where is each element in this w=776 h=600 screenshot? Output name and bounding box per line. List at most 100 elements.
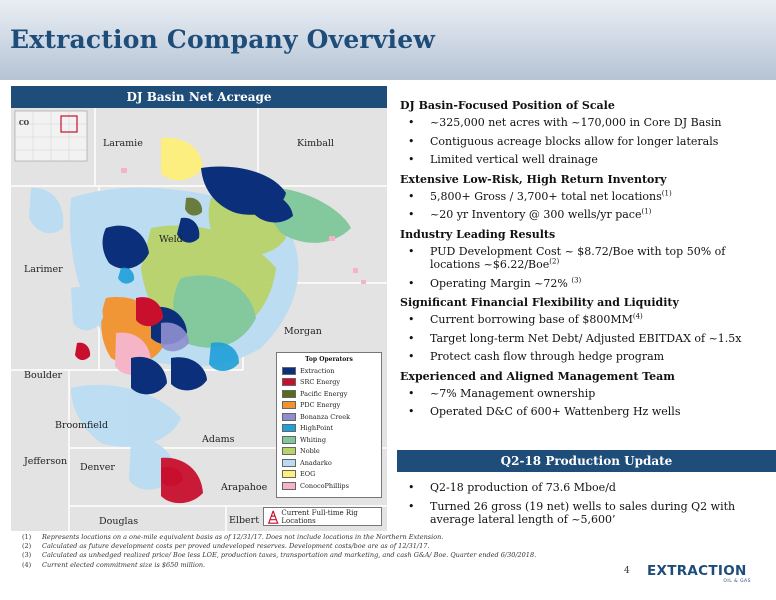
- legend-swatch: [282, 481, 296, 490]
- bullet-item: Operating Margin ~72% (3): [400, 275, 770, 291]
- county-label-jefferson: Jefferson: [24, 456, 68, 467]
- bullet-item: 5,800+ Gross / 3,700+ total net location…: [400, 188, 770, 204]
- bullet-item: ~7% Management ownership: [400, 387, 770, 401]
- legend-item: Pacific Energy: [277, 388, 381, 400]
- bullet-text: Turned 26 gross (19 net) wells to sales …: [430, 499, 736, 527]
- legend-label: Extraction: [300, 366, 335, 375]
- section-heading: Significant Financial Flexibility and Li…: [400, 296, 679, 309]
- bullet-item: ~325,000 net acres with ~170,000 in Core…: [400, 116, 770, 130]
- bullet-item: Q2-18 production of 73.6 Mboe/d: [400, 481, 770, 495]
- legend-item: PDC Energy: [277, 400, 381, 412]
- legend-title: Top Operators: [305, 356, 353, 363]
- legend-item: ConocoPhillips: [277, 480, 381, 492]
- legend-label: Pacific Energy: [300, 389, 348, 398]
- county-label-arapahoe: Arapahoe: [221, 482, 268, 493]
- legend-swatch: [282, 412, 296, 421]
- bullet-item: Current borrowing base of $800MM(4): [400, 313, 770, 327]
- county-label-broomfield: Broomfield: [55, 420, 109, 431]
- footnote-number: (3): [22, 551, 32, 560]
- page-title: Extraction Company Overview: [10, 25, 436, 54]
- county-label-kimball: Kimball: [297, 138, 334, 149]
- legend-swatch: [282, 435, 296, 444]
- bullet-item: Turned 26 gross (19 net) wells to sales …: [400, 500, 770, 527]
- footnote-text: Calculated as future development costs p…: [42, 542, 430, 551]
- legend-label: Bonanza Creek: [300, 412, 351, 421]
- legend-label: Whiting: [300, 435, 326, 444]
- legend-swatch: [282, 458, 296, 467]
- county-label-adams: Adams: [202, 434, 235, 445]
- footnote-text: Current elected commitment size is $650 …: [42, 560, 206, 569]
- legend-swatch: [282, 389, 296, 398]
- section-heading: Extensive Low-Risk, High Return Inventor…: [400, 172, 667, 186]
- legend-label: EOG: [300, 470, 316, 479]
- bullet-item: Protect cash flow through hedge program: [400, 350, 770, 364]
- footnote-ref: (1): [661, 188, 672, 197]
- bullet-text: ~20 yr Inventory @ 300 wells/yr pace: [430, 208, 642, 221]
- company-logo: EXTRACTION OIL & GAS: [647, 563, 757, 591]
- bullet-text: Operating Margin ~72%: [430, 276, 568, 290]
- bullet-item: ~20 yr Inventory @ 300 wells/yr pace(1): [400, 208, 770, 222]
- footnote-text: Calculated as unhedged realized price/ B…: [42, 551, 537, 560]
- legend-item: HighPoint: [277, 423, 381, 435]
- legend-item: Anadarko: [277, 457, 381, 469]
- footnote: (2) Calculated as future development cost…: [22, 542, 582, 551]
- operators-legend: Top Operators Extraction SRC Energy Paci…: [276, 352, 382, 498]
- footnote-ref: (3): [571, 275, 582, 284]
- legend-label: ConocoPhillips: [300, 481, 349, 490]
- bullet-text: ~325,000 net acres with ~170,000 in Core…: [430, 116, 722, 129]
- acreage-map: CO Laramie Kimball Weld Larimer Morgan B…: [11, 108, 387, 531]
- rig-locations-legend: Current Full-time Rig Locations: [263, 507, 382, 526]
- bullet-item: Operated D&C of 600+ Wattenberg Hz wells: [400, 405, 770, 419]
- legend-label: Noble: [300, 447, 320, 456]
- legend-swatch: [282, 424, 296, 433]
- footnote-ref: (2): [549, 257, 560, 266]
- county-label-douglas: Douglas: [99, 516, 139, 527]
- county-label-morgan: Morgan: [284, 326, 322, 337]
- logo-text: EXTRACTION: [647, 563, 747, 579]
- bullet-text: Q2-18 production of 73.6 Mboe/d: [430, 481, 616, 494]
- legend-swatch: [282, 401, 296, 410]
- legend-swatch: [282, 366, 296, 375]
- legend-swatch: [282, 378, 296, 387]
- bullet-text: Limited vertical well drainage: [430, 153, 598, 166]
- bullet-text: Target long-term Net Debt/ Adjusted EBIT…: [430, 331, 742, 345]
- bullet-item: Limited vertical well drainage: [400, 153, 770, 167]
- legend-label: SRC Energy: [300, 378, 341, 387]
- footnotes: (1) Represents locations on a one-mile eq…: [22, 533, 582, 570]
- footnote: (3) Calculated as unhedged realized price…: [22, 551, 582, 560]
- footnote-number: (4): [22, 560, 32, 569]
- production-update-header: Q2-18 Production Update: [397, 450, 776, 472]
- legend-label: PDC Energy: [300, 401, 341, 410]
- footnote-ref: (1): [641, 207, 652, 216]
- county-label-denver: Denver: [80, 462, 115, 473]
- legend-item: Whiting: [277, 434, 381, 446]
- page-number: 4: [624, 566, 630, 576]
- legend-item: SRC Energy: [277, 377, 381, 389]
- legend-swatch: [282, 447, 296, 456]
- county-label-larimer: Larimer: [24, 264, 63, 275]
- legend-item: Noble: [277, 446, 381, 458]
- drilling-rig-icon: [267, 510, 279, 524]
- legend-label: Anadarko: [300, 458, 332, 467]
- bullet-text: Protect cash flow through hedge program: [430, 350, 665, 363]
- rig-locations-label: Current Full-time Rig Locations: [281, 508, 358, 525]
- footnote: (4) Current elected commitment size is $6…: [22, 561, 582, 570]
- section-heading: Experienced and Aligned Management Team: [400, 369, 675, 383]
- bullet-item: Contiguous acreage blocks allow for long…: [400, 135, 770, 149]
- bullet-text: Contiguous acreage blocks allow for long…: [430, 134, 719, 148]
- legend-item: EOG: [277, 469, 381, 481]
- bullet-item: Target long-term Net Debt/ Adjusted EBIT…: [400, 332, 770, 346]
- section-heading: DJ Basin-Focused Position of Scale: [400, 99, 615, 112]
- title-bar: Extraction Company Overview: [0, 0, 776, 80]
- bullet-text: 5,800+ Gross / 3,700+ total net location…: [430, 189, 662, 203]
- map-header: DJ Basin Net Acreage: [11, 86, 387, 108]
- legend-swatch: [282, 470, 296, 479]
- county-label-boulder: Boulder: [24, 370, 63, 381]
- footnote-number: (2): [22, 542, 32, 551]
- legend-item: Extraction: [277, 365, 381, 377]
- map-graphic: [11, 108, 387, 531]
- legend-label: HighPoint: [300, 424, 333, 433]
- state-label: CO: [19, 120, 30, 127]
- footnote-text: Represents locations on a one-mile equiv…: [42, 533, 444, 541]
- county-label-weld: Weld: [159, 234, 183, 245]
